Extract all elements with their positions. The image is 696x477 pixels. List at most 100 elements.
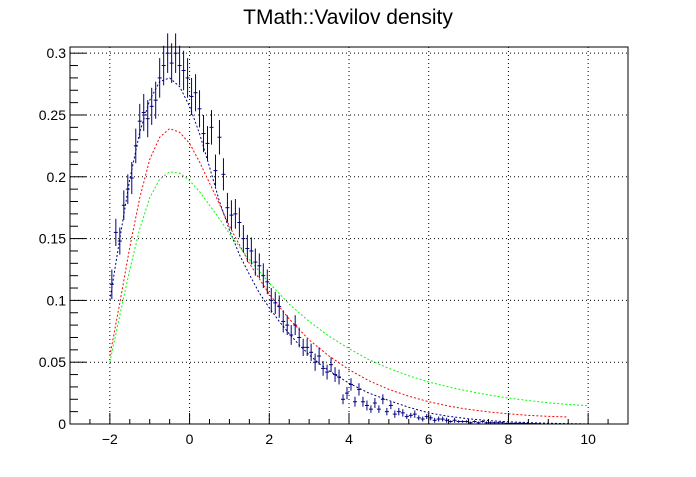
y-tick-label: 0.3 — [47, 45, 67, 61]
data-point — [245, 234, 250, 263]
data-points — [109, 33, 541, 425]
data-point — [452, 417, 457, 423]
data-point — [145, 100, 150, 138]
data-point — [329, 357, 334, 373]
x-tick-label: 4 — [345, 431, 353, 447]
data-point — [305, 338, 310, 357]
data-point — [173, 33, 178, 73]
data-point — [428, 415, 433, 421]
data-point — [249, 237, 254, 265]
data-point — [257, 253, 262, 279]
curve-red-curve — [109, 128, 569, 418]
data-point — [376, 405, 381, 413]
data-point — [193, 74, 198, 112]
data-point — [129, 161, 134, 195]
data-point — [213, 154, 218, 187]
data-point — [380, 394, 385, 405]
data-point — [241, 224, 246, 253]
data-point — [185, 58, 190, 98]
data-point — [261, 263, 266, 289]
data-point — [400, 409, 405, 417]
data-point — [201, 114, 206, 153]
x-tick-label: 8 — [505, 431, 513, 447]
grid-lines — [70, 47, 628, 425]
data-point — [265, 269, 270, 295]
data-point — [440, 416, 445, 422]
data-point — [141, 93, 146, 132]
data-point — [309, 343, 314, 361]
data-point — [416, 415, 421, 421]
data-point — [137, 103, 142, 139]
data-point — [341, 394, 346, 405]
data-point — [345, 386, 349, 400]
data-point — [464, 420, 469, 423]
data-point — [460, 420, 465, 423]
data-point — [225, 192, 230, 223]
data-point — [388, 401, 393, 410]
data-point — [392, 410, 397, 418]
data-point — [117, 227, 122, 255]
data-point — [368, 405, 373, 413]
data-point — [321, 360, 326, 376]
data-point — [281, 310, 286, 333]
data-point — [237, 207, 242, 238]
data-point — [301, 338, 306, 357]
data-point — [253, 248, 258, 276]
y-tick-label: 0.1 — [47, 292, 67, 308]
curve-green-curve — [109, 171, 589, 407]
data-point — [197, 90, 202, 128]
data-point — [432, 417, 437, 423]
data-point — [337, 369, 342, 385]
chart-title: TMath::Vavilov density — [243, 6, 453, 29]
data-point — [181, 50, 186, 91]
data-point — [157, 58, 162, 98]
x-tick-label: 10 — [580, 431, 596, 447]
data-point — [384, 407, 389, 416]
curves — [109, 77, 589, 425]
data-point — [297, 327, 302, 348]
data-point — [472, 420, 477, 423]
data-point — [349, 378, 353, 391]
curve-fit-curve — [109, 77, 589, 425]
data-point — [372, 398, 377, 408]
data-point — [480, 420, 485, 423]
data-point — [269, 288, 274, 313]
data-point — [317, 347, 322, 365]
data-point — [165, 33, 170, 73]
data-point — [221, 158, 226, 191]
data-point — [408, 412, 413, 418]
x-tick-label: −2 — [102, 431, 118, 447]
x-tick-label: 2 — [265, 431, 273, 447]
data-point — [364, 400, 369, 411]
data-point — [289, 325, 294, 345]
x-tick-label: 0 — [186, 431, 194, 447]
data-point — [277, 295, 282, 318]
data-point — [125, 174, 130, 204]
data-point — [161, 45, 166, 86]
data-point — [456, 420, 461, 423]
data-point — [448, 420, 453, 423]
data-point — [293, 315, 298, 336]
data-point — [352, 396, 357, 407]
data-point — [420, 416, 425, 422]
data-point — [356, 383, 361, 396]
data-point — [133, 128, 138, 164]
data-point — [209, 110, 214, 145]
y-tick-label: 0 — [58, 416, 66, 432]
data-point — [177, 45, 182, 86]
data-point — [424, 414, 429, 420]
data-point — [153, 81, 158, 119]
data-point — [436, 416, 441, 422]
data-point — [149, 87, 154, 125]
y-tick-label: 0.25 — [39, 107, 66, 123]
x-tick-label: 6 — [425, 431, 433, 447]
axes: −2 0 2 4 6 8 10 0 0.05 0.1 0.15 0.2 0.25 0.3 — [39, 45, 629, 447]
data-point — [313, 353, 318, 371]
data-point — [412, 410, 417, 418]
data-point — [189, 77, 194, 115]
data-point — [169, 43, 174, 83]
data-point — [109, 269, 114, 300]
y-tick-label: 0.15 — [39, 231, 66, 247]
